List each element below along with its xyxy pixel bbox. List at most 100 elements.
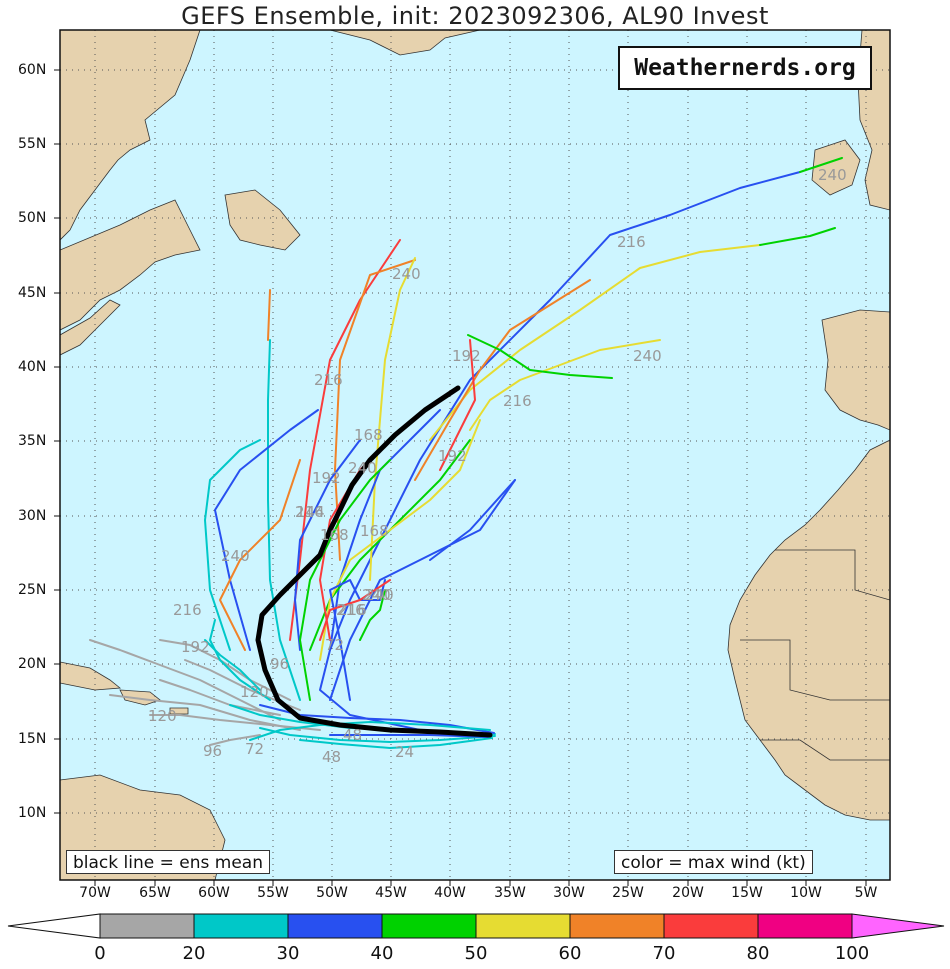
track-member bbox=[267, 339, 301, 701]
lat-label: 55N bbox=[18, 136, 47, 152]
map-frame bbox=[59, 29, 891, 881]
lat-label: 35N bbox=[18, 433, 47, 449]
track-member bbox=[214, 409, 319, 651]
hour-label: 72 bbox=[245, 740, 264, 758]
track-member bbox=[369, 257, 416, 581]
track-member bbox=[329, 579, 386, 701]
lat-label: 15N bbox=[18, 731, 47, 747]
hour-label: 48 bbox=[343, 726, 362, 744]
track-member bbox=[429, 479, 516, 561]
track-member bbox=[109, 694, 301, 731]
lon-label: 25W bbox=[612, 885, 644, 901]
lon-label: 60W bbox=[198, 885, 230, 901]
hour-label: 144 bbox=[296, 503, 325, 521]
lon-label: 45W bbox=[375, 885, 407, 901]
track-member bbox=[294, 439, 361, 651]
track-member bbox=[329, 734, 489, 738]
colorbar-high-end bbox=[851, 913, 945, 939]
hour-label: 120 bbox=[148, 707, 177, 725]
track-member bbox=[469, 339, 661, 431]
hour-label: 216 bbox=[295, 503, 324, 521]
hour-label: 240 bbox=[221, 547, 250, 565]
lat-label: 40N bbox=[18, 359, 47, 375]
colorbar-label: 80 bbox=[746, 943, 770, 964]
track-member bbox=[414, 279, 591, 481]
lon-label: 20W bbox=[672, 885, 704, 901]
track-member bbox=[209, 734, 261, 746]
lon-label: 55W bbox=[257, 885, 289, 901]
lat-label: 30N bbox=[18, 508, 47, 524]
track-map: 240 216 240 216 240 192 168 216 192 240 … bbox=[54, 29, 891, 886]
colorbar-segment bbox=[99, 913, 195, 939]
hour-label: 48 bbox=[322, 748, 341, 766]
hour-label: 72 bbox=[325, 636, 344, 654]
colorbar-segment bbox=[757, 913, 853, 939]
lat-label: 10N bbox=[18, 805, 47, 821]
hour-label: 216 bbox=[338, 601, 367, 619]
hour-label: 168 bbox=[320, 526, 349, 544]
nova-scotia-landmass bbox=[60, 299, 121, 356]
track-member bbox=[267, 289, 271, 341]
lon-label: 5W bbox=[854, 885, 878, 901]
hour-label: 216 bbox=[503, 392, 532, 410]
iberia-landmass bbox=[821, 309, 890, 431]
hour-label: 216 bbox=[617, 233, 646, 251]
hour-label: 240 bbox=[365, 586, 394, 604]
mean-track-legend: black line = ens mean bbox=[66, 850, 270, 874]
track-member bbox=[799, 157, 843, 173]
colorbar-segment bbox=[475, 913, 571, 939]
track-member bbox=[329, 479, 516, 701]
colorbar-segment bbox=[663, 913, 759, 939]
track-member bbox=[184, 659, 301, 711]
lon-label: 50W bbox=[316, 885, 348, 901]
ireland-landmass bbox=[811, 139, 861, 196]
colorbar-label: 30 bbox=[276, 943, 300, 964]
lon-label: 40W bbox=[434, 885, 466, 901]
wind-color-legend: color = max wind (kt) bbox=[614, 850, 813, 874]
hour-label: 96 bbox=[203, 742, 222, 760]
lon-label: 35W bbox=[494, 885, 526, 901]
track-member bbox=[149, 714, 321, 731]
newfoundland-landmass bbox=[224, 189, 301, 251]
colorbar-label: 60 bbox=[558, 943, 582, 964]
hour-label: 96 bbox=[270, 655, 289, 673]
colorbar-label: 70 bbox=[652, 943, 676, 964]
track-member bbox=[319, 579, 391, 641]
track-member bbox=[439, 339, 476, 471]
lat-label: 25N bbox=[18, 582, 47, 598]
lat-label: 50N bbox=[18, 210, 47, 226]
hour-label: 168 bbox=[354, 426, 383, 444]
track-member bbox=[299, 459, 391, 701]
hour-label: 192 bbox=[452, 347, 481, 365]
ocean-background bbox=[60, 30, 890, 880]
colorbar-label: 50 bbox=[464, 943, 488, 964]
hour-label: 240 bbox=[362, 586, 391, 604]
track-member bbox=[319, 419, 481, 661]
puerto-rico-landmass bbox=[169, 707, 189, 715]
colorbar-label: 0 bbox=[94, 943, 106, 964]
chart-title: GEFS Ensemble, init: 2023092306, AL90 In… bbox=[181, 2, 769, 30]
hour-label: 120 bbox=[240, 683, 269, 701]
track-member bbox=[359, 589, 386, 641]
hour-label: 192 bbox=[312, 469, 341, 487]
track-member bbox=[259, 727, 496, 743]
track-member bbox=[329, 409, 441, 651]
north-america-landmass bbox=[60, 30, 201, 241]
track-member bbox=[204, 439, 261, 651]
track-member bbox=[334, 259, 416, 561]
lat-lon-grid bbox=[60, 30, 890, 880]
hour-label: 192 bbox=[438, 447, 467, 465]
colorbar-label: 20 bbox=[182, 943, 206, 964]
lon-label: 70W bbox=[79, 885, 111, 901]
lon-label: 15W bbox=[731, 885, 763, 901]
track-member bbox=[219, 459, 301, 651]
brand-watermark: Weathernerds.org bbox=[618, 46, 872, 90]
hour-label: 24 bbox=[395, 743, 414, 761]
lon-label: 65W bbox=[139, 885, 171, 901]
colorbar-low-end bbox=[7, 913, 101, 939]
hour-label: 240 bbox=[348, 459, 377, 477]
lat-label: 45N bbox=[18, 285, 47, 301]
lat-label: 60N bbox=[18, 62, 47, 78]
hour-label: 240 bbox=[392, 265, 421, 283]
track-member bbox=[319, 171, 801, 736]
